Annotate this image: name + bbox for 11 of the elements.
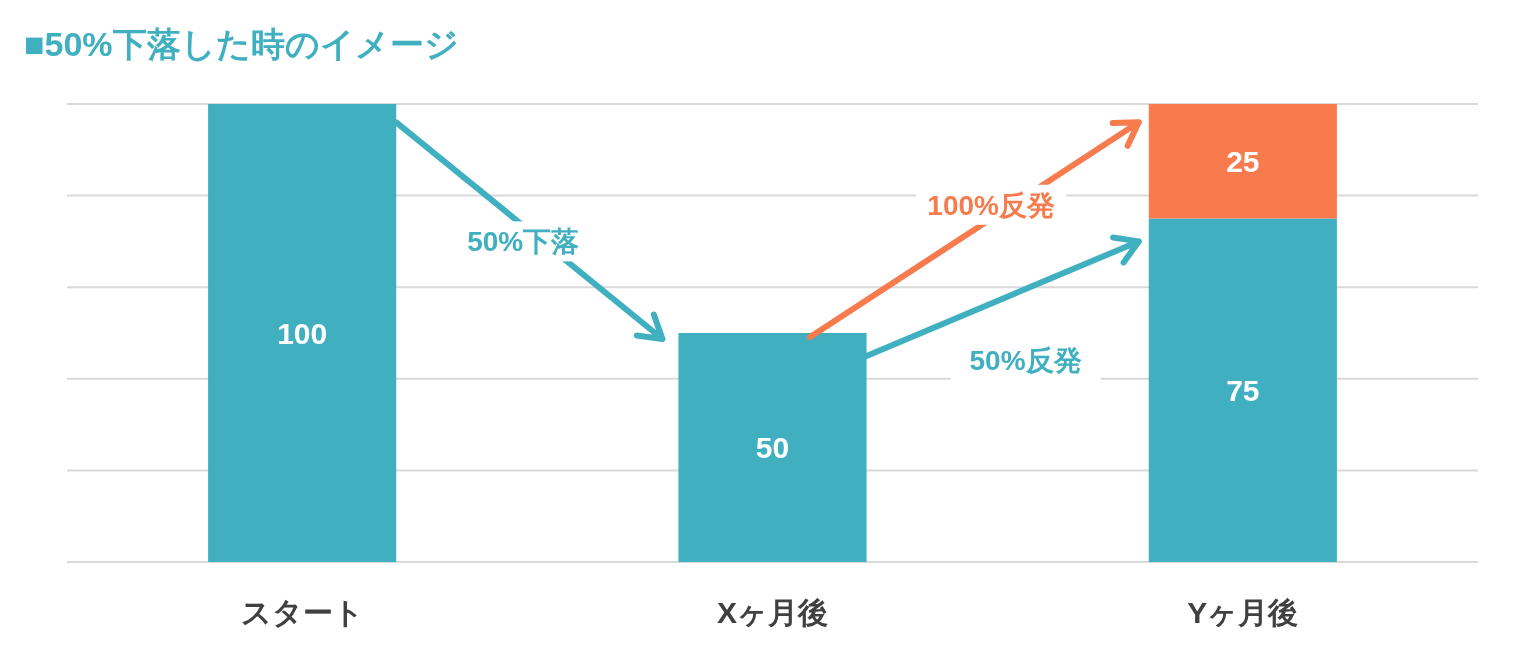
data-label: 100 (277, 316, 328, 350)
x-tick-label: Yヶ月後 (1187, 595, 1299, 629)
data-label: 25 (1226, 144, 1260, 178)
x-tick-label: スタート (240, 595, 364, 629)
x-tick-label: Xヶ月後 (716, 595, 829, 629)
annotation: 50%下落 (467, 226, 580, 258)
annotation: 100%反発 (927, 189, 1055, 221)
data-label: 50 (755, 431, 790, 464)
chart-title: ■50%下落した時のイメージ (24, 25, 459, 63)
annotation: 50%反発 (969, 345, 1082, 377)
data-label: 75 (1226, 373, 1260, 407)
